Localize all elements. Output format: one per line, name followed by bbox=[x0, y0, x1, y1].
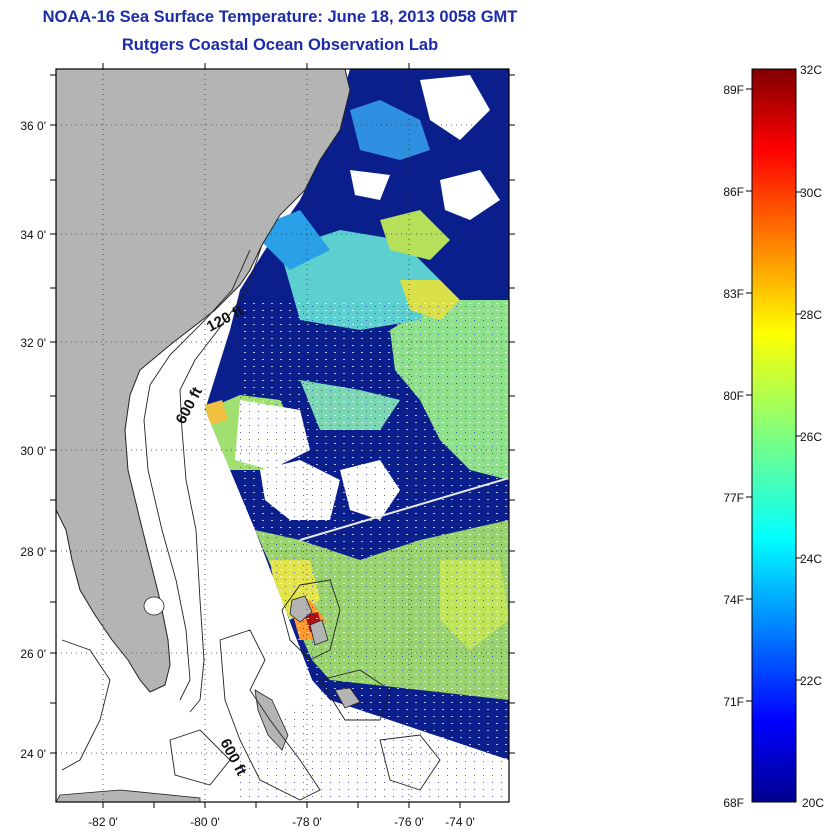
longitude-labels: -82 0' -80 0' -78 0' -76 0' -74 0' bbox=[88, 815, 475, 829]
map-frame bbox=[55, 68, 510, 803]
lat-label: 32 0' bbox=[20, 336, 46, 350]
colorbar: 32C 30C 28C 26C 24C 22C 20C 89F 86F 83F … bbox=[723, 63, 824, 810]
colorbar-celsius-label: 28C bbox=[800, 308, 822, 322]
graticule bbox=[56, 69, 509, 802]
bathymetry-contours bbox=[61, 244, 441, 801]
map-title: NOAA-16 Sea Surface Temperature: June 18… bbox=[42, 8, 518, 26]
colorbar-celsius-label: 24C bbox=[800, 552, 822, 566]
lat-label: 34 0' bbox=[20, 228, 46, 242]
island bbox=[56, 789, 201, 802]
colorbar-celsius-label: 30C bbox=[800, 186, 822, 200]
colorbar-celsius-label: 32C bbox=[800, 63, 822, 77]
lat-label: 26 0' bbox=[20, 647, 46, 661]
lat-label: 28 0' bbox=[20, 545, 46, 559]
island bbox=[289, 595, 313, 623]
colorbar-fahrenheit-label: 89F bbox=[723, 83, 744, 97]
island bbox=[334, 687, 361, 709]
land-mass bbox=[56, 69, 351, 693]
lon-label: -80 0' bbox=[190, 815, 220, 829]
colorbar-fahrenheit-label: 83F bbox=[723, 287, 744, 301]
colorbar-celsius-label: 22C bbox=[800, 674, 822, 688]
island bbox=[254, 689, 289, 751]
lat-label: 24 0' bbox=[20, 747, 46, 761]
lon-label: -82 0' bbox=[88, 815, 118, 829]
colorbar-fahrenheit-label: 77F bbox=[723, 491, 744, 505]
island bbox=[309, 619, 329, 646]
colorbar-fahrenheit-label: 80F bbox=[723, 389, 744, 403]
lat-label: 30 0' bbox=[20, 444, 46, 458]
map-panel bbox=[56, 69, 509, 802]
lon-label: -74 0' bbox=[445, 815, 475, 829]
colorbar-ticks bbox=[746, 88, 802, 702]
colorbar-gradient bbox=[751, 68, 797, 803]
colorbar-fahrenheit-label: 71F bbox=[723, 695, 744, 709]
map-subtitle: Rutgers Coastal Ocean Observation Lab bbox=[121, 36, 439, 54]
lake-okeechobee bbox=[143, 596, 165, 616]
lon-label: -76 0' bbox=[394, 815, 424, 829]
colorbar-fahrenheit-label: 74F bbox=[723, 593, 744, 607]
lat-label: 36 0' bbox=[20, 119, 46, 133]
sst-swath bbox=[205, 69, 509, 800]
lon-label: -78 0' bbox=[292, 815, 322, 829]
colorbar-celsius-label: 26C bbox=[800, 430, 822, 444]
latitude-labels: 36 0' 34 0' 32 0' 30 0' 28 0' 26 0' 24 0… bbox=[20, 119, 46, 761]
axis-ticks bbox=[50, 63, 515, 808]
colorbar-fahrenheit-label: 68F bbox=[723, 796, 744, 810]
colorbar-celsius-label: 20C bbox=[802, 796, 824, 810]
colorbar-fahrenheit-label: 86F bbox=[723, 185, 744, 199]
